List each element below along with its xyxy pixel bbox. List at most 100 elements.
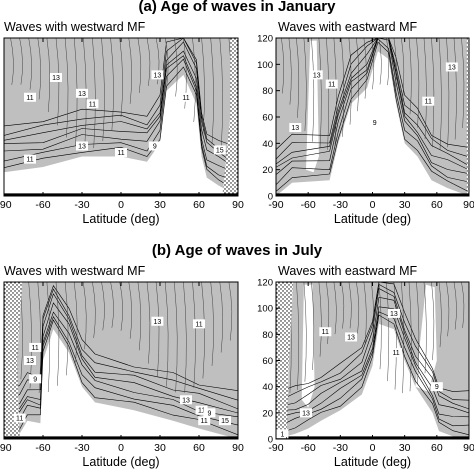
contour-line xyxy=(201,282,205,379)
contour-label-bg xyxy=(29,374,42,384)
y-tick-label: 20 xyxy=(262,408,273,419)
contour-line xyxy=(371,38,375,90)
contour-line xyxy=(276,38,469,175)
y-tick-label: 120 xyxy=(257,278,273,289)
contour-line xyxy=(101,38,105,142)
contour-line xyxy=(119,38,123,118)
panel-a-title: (a) Age of waves in January xyxy=(138,0,336,15)
contour-line xyxy=(73,282,78,363)
contour-label-bg xyxy=(276,429,289,439)
contour-label: 11 xyxy=(198,408,205,415)
contour-line xyxy=(276,306,469,419)
contour-label-bg xyxy=(345,332,358,342)
x-tick-label: 60 xyxy=(431,199,443,211)
contour-label-bg xyxy=(195,405,208,415)
contour-label: 9 xyxy=(207,410,211,417)
contour-line xyxy=(378,38,382,85)
contour-line xyxy=(4,66,238,193)
contour-line xyxy=(64,38,69,138)
contour-line xyxy=(128,282,132,339)
white-region xyxy=(4,329,238,439)
contour-line xyxy=(4,285,238,394)
contour-line xyxy=(276,38,469,150)
contour-line xyxy=(348,38,352,125)
contour-label-bg xyxy=(76,141,88,151)
x-tick-label: 0 xyxy=(118,199,124,211)
y-tick-label: 40 xyxy=(262,382,273,393)
contour-label-bg xyxy=(300,408,313,418)
contour-field: 13 11 9 11 13 13 xyxy=(276,38,469,196)
contour-label-bg xyxy=(115,148,127,158)
contour-line xyxy=(363,38,367,99)
contour-line xyxy=(210,38,214,145)
contour-line xyxy=(164,282,169,387)
contour-line xyxy=(92,282,96,338)
contour-label: 11 xyxy=(32,345,39,352)
contour-line xyxy=(155,38,160,85)
contour-label: 11 xyxy=(26,157,33,164)
contour-line xyxy=(174,38,178,97)
x-axis-label: Latitude (deg) xyxy=(82,455,159,469)
contour-label: 11 xyxy=(201,418,208,425)
contour-line xyxy=(276,38,469,160)
x-tick-label: 60 xyxy=(431,442,443,454)
contour-label: 13 xyxy=(313,72,321,79)
contour-label: 13 xyxy=(390,311,398,318)
contour-label-bg xyxy=(86,99,99,109)
contour-line xyxy=(19,38,23,85)
contour-line xyxy=(446,38,450,148)
x-axis-label: Latitude (deg) xyxy=(334,455,411,469)
contour-line xyxy=(431,282,435,361)
contour-line xyxy=(183,38,187,109)
panel-subtitle: Waves with eastward MF xyxy=(278,20,418,34)
contour-line xyxy=(276,41,469,193)
contour-line xyxy=(461,38,465,129)
contour-label: 13 xyxy=(26,358,34,365)
contour-label: 13 xyxy=(154,319,162,326)
contour-label: 11 xyxy=(392,350,399,357)
contour-line xyxy=(303,282,307,382)
contour-label: 13 xyxy=(154,72,162,79)
contour-label-bg xyxy=(422,96,435,106)
contour-label-bg xyxy=(148,141,161,151)
contour-label-bg xyxy=(180,92,192,102)
contour-field: 11 13 11 13 13 9 1 xyxy=(276,282,469,439)
contour-label: 1 xyxy=(280,431,284,438)
contour-line xyxy=(276,38,469,171)
contour-line xyxy=(201,38,205,135)
x-tick-label: 0 xyxy=(118,442,124,454)
contour-label: 15 xyxy=(221,418,229,425)
x-tick-label: -30 xyxy=(333,199,348,211)
contour-line xyxy=(311,38,315,142)
contour-line xyxy=(326,282,330,345)
y-tick-label: 0 xyxy=(268,192,273,203)
panel-subtitle: Waves with westward MF xyxy=(4,20,146,34)
x-tick-label: -30 xyxy=(74,442,89,454)
contour-label-bg xyxy=(325,79,338,89)
y-tick-label: 80 xyxy=(262,330,273,341)
contour-line xyxy=(110,38,114,131)
contour-line xyxy=(4,55,238,175)
x-tick-label: 90 xyxy=(232,442,244,454)
contour-line xyxy=(219,38,223,150)
white-region xyxy=(415,284,437,392)
contour-line xyxy=(4,293,238,410)
x-tick-label: 90 xyxy=(232,199,244,211)
contour-label: 11 xyxy=(328,82,335,89)
y-tick-label: 100 xyxy=(257,60,273,71)
contour-line xyxy=(356,282,360,334)
x-tick-label: -30 xyxy=(74,199,89,211)
y-tick-label: 60 xyxy=(262,113,273,124)
contour-line xyxy=(333,38,337,146)
contour-label-bg xyxy=(13,413,26,423)
x-tick-label: 0 xyxy=(370,442,376,454)
contour-line xyxy=(363,282,367,344)
contour-line xyxy=(296,38,300,118)
white-region xyxy=(301,284,315,408)
contour-label-bg xyxy=(319,327,332,337)
x-tick-label: 30 xyxy=(154,442,166,454)
contour-label: 13 xyxy=(302,410,310,417)
x-axis-label: Latitude (deg) xyxy=(334,212,411,226)
